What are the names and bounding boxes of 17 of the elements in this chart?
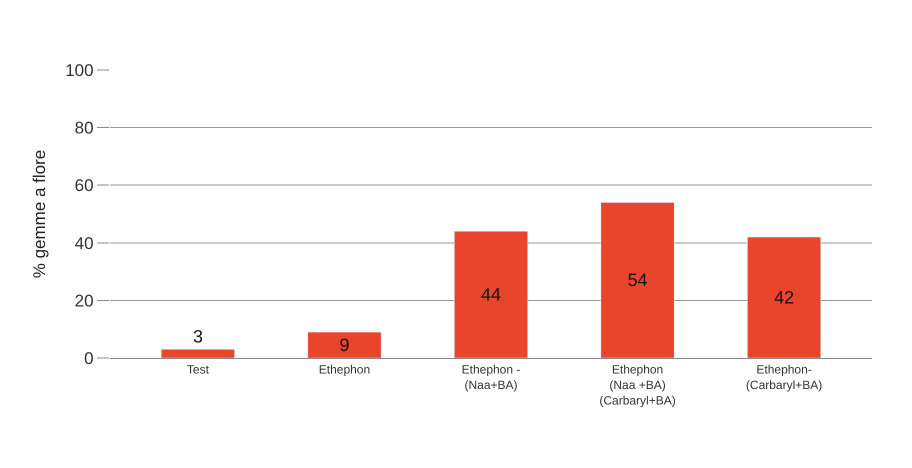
x-tick-label: Test xyxy=(186,362,210,376)
y-tick-label: 0 xyxy=(84,348,94,368)
y-axis-title: % gemme a flore xyxy=(30,150,49,278)
data-label: 42 xyxy=(774,287,794,308)
data-label: 54 xyxy=(628,270,648,290)
y-tick-label: 80 xyxy=(74,118,94,138)
x-tick-label: Ethephon xyxy=(318,362,370,376)
x-tick-label: Ethephon (Naa +BA) (Carbaryl+BA) xyxy=(599,362,676,408)
data-label: 3 xyxy=(192,326,203,346)
x-tick-label: Ethephon - (Naa+BA) xyxy=(462,362,520,392)
y-tick-label: 100 xyxy=(65,60,94,80)
y-tick-label: 20 xyxy=(74,291,94,310)
data-label: 9 xyxy=(339,335,350,356)
y-tick-label: 60 xyxy=(74,176,94,196)
data-label: 44 xyxy=(481,284,501,305)
x-tick-label: Ethephon- (Carbaryl+BA) xyxy=(746,362,822,392)
y-tick-label: 40 xyxy=(74,234,94,253)
